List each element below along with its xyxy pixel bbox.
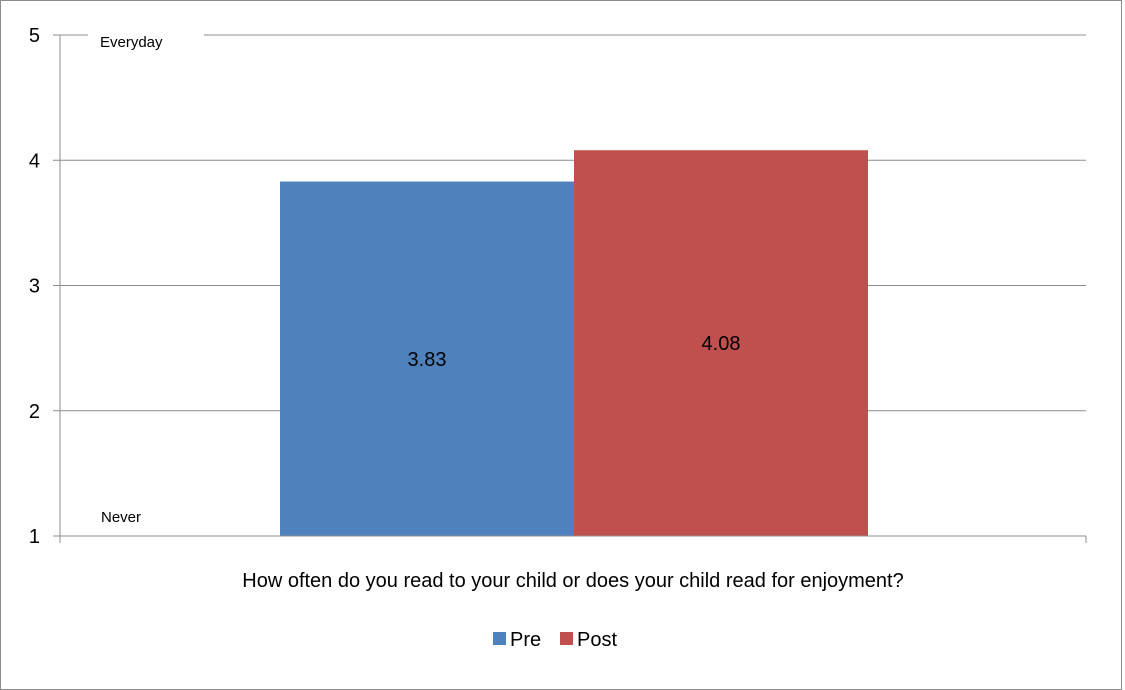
annotation-top-bg	[88, 24, 204, 48]
data-label-post: 4.08	[702, 333, 741, 355]
y-tick-label-4: 4	[29, 150, 40, 172]
legend-label-post: Post	[577, 629, 617, 651]
bar-post	[574, 150, 868, 537]
y-tick-label-2: 2	[29, 401, 40, 423]
annotation-top: Everyday	[100, 34, 163, 51]
annotation-bottom-bg	[88, 508, 204, 532]
y-tick-label-5: 5	[29, 25, 40, 47]
category-label: How often do you read to your child or d…	[242, 570, 903, 592]
legend-label-pre: Pre	[510, 629, 541, 651]
y-tick-label-1: 1	[29, 526, 40, 548]
data-label-pre: 3.83	[408, 349, 447, 371]
legend: Pre Post	[493, 629, 617, 651]
bar-pre	[280, 181, 574, 537]
annotation-bottom: Never	[101, 509, 141, 526]
y-ticks: 1 2 3 4 5	[29, 25, 60, 548]
y-tick-label-3: 3	[29, 276, 40, 298]
legend-swatch-pre	[493, 632, 506, 645]
bars: 3.83 4.08	[280, 150, 868, 537]
legend-swatch-post	[560, 632, 573, 645]
